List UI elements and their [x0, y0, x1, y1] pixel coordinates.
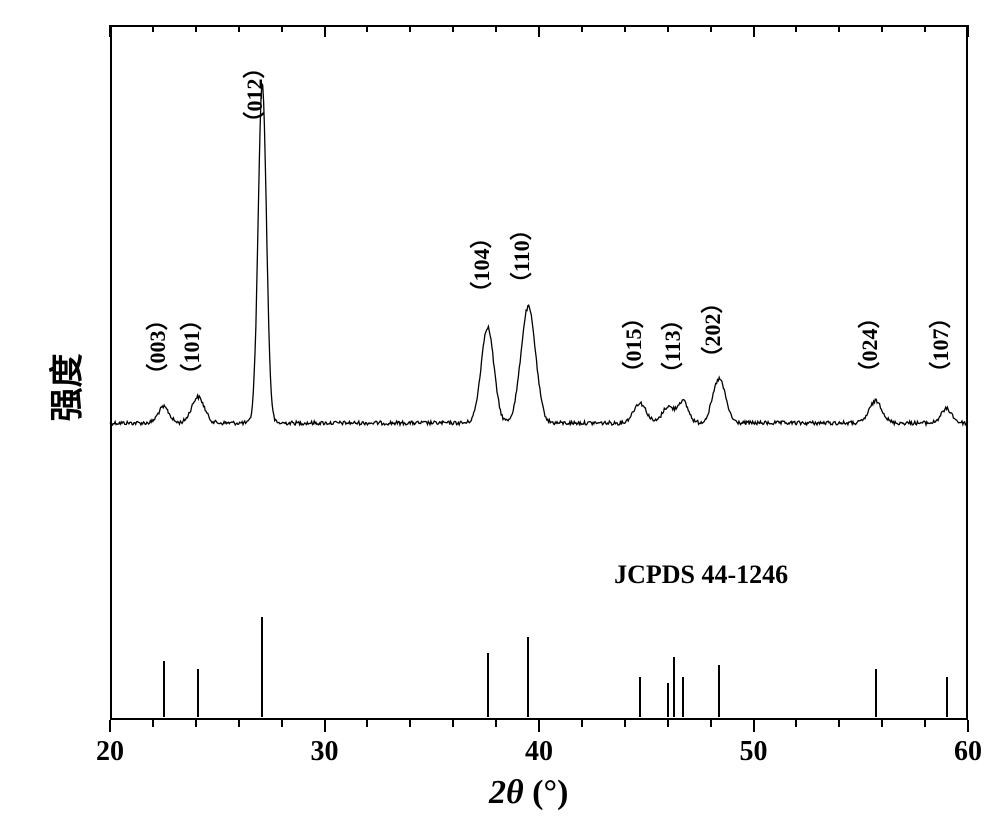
x-tick-minor-top — [795, 25, 797, 32]
peak-label: （003） — [140, 308, 172, 385]
xrd-spectrum-path — [110, 84, 968, 425]
x-tick-minor-top — [495, 25, 497, 32]
x-tick-minor-top — [452, 25, 454, 32]
x-tick-major-top — [324, 25, 326, 37]
x-tick-major — [753, 720, 755, 732]
x-tick-minor — [624, 720, 626, 727]
spectrum-line — [0, 0, 1000, 840]
reference-stick — [667, 683, 669, 717]
x-tick-minor — [838, 720, 840, 727]
x-tick-label: 30 — [311, 736, 339, 768]
x-tick-label: 40 — [525, 736, 553, 768]
x-tick-minor — [495, 720, 497, 727]
x-tick-minor — [152, 720, 154, 727]
x-tick-minor-top — [409, 25, 411, 32]
x-tick-minor — [409, 720, 411, 727]
x-tick-minor — [795, 720, 797, 727]
x-tick-minor — [452, 720, 454, 727]
x-tick-minor-top — [838, 25, 840, 32]
x-tick-minor — [366, 720, 368, 727]
x-tick-minor — [710, 720, 712, 727]
x-tick-major — [109, 720, 111, 732]
peak-label: （015） — [616, 306, 648, 383]
peak-label: （110） — [504, 218, 536, 294]
x-tick-minor-top — [366, 25, 368, 32]
peak-label: （202） — [695, 291, 727, 368]
x-tick-minor — [881, 720, 883, 727]
x-tick-minor — [238, 720, 240, 727]
reference-stick — [875, 669, 877, 717]
x-tick-minor-top — [281, 25, 283, 32]
x-tick-major — [538, 720, 540, 732]
reference-stick — [639, 677, 641, 717]
x-tick-label: 50 — [740, 736, 768, 768]
x-tick-minor-top — [152, 25, 154, 32]
x-tick-minor — [195, 720, 197, 727]
x-tick-minor-top — [581, 25, 583, 32]
peak-label: （104） — [464, 226, 496, 303]
x-tick-major-top — [109, 25, 111, 37]
peak-label: （012） — [237, 56, 269, 133]
peak-label: （101） — [174, 308, 206, 385]
reference-stick — [682, 677, 684, 717]
x-tick-major-top — [753, 25, 755, 37]
x-tick-minor-top — [624, 25, 626, 32]
x-tick-minor-top — [195, 25, 197, 32]
x-tick-major-top — [538, 25, 540, 37]
x-tick-minor-top — [667, 25, 669, 32]
x-tick-minor — [924, 720, 926, 727]
reference-stick — [527, 637, 529, 717]
reference-stick — [673, 657, 675, 717]
x-tick-major-top — [967, 25, 969, 37]
x-tick-label: 60 — [954, 736, 982, 768]
reference-stick — [487, 653, 489, 717]
x-tick-minor-top — [924, 25, 926, 32]
reference-stick — [718, 665, 720, 717]
reference-stick — [946, 677, 948, 717]
reference-label: JCPDS 44-1246 — [614, 560, 788, 590]
x-tick-minor — [281, 720, 283, 727]
peak-label: （107） — [923, 306, 955, 383]
x-tick-minor-top — [238, 25, 240, 32]
x-tick-minor-top — [710, 25, 712, 32]
x-tick-major — [324, 720, 326, 732]
xrd-chart: 强度 2θ (°) JCPDS 44-1246 2030405060（003）（… — [0, 0, 1000, 840]
x-tick-major — [967, 720, 969, 732]
peak-label: （024） — [852, 306, 884, 383]
x-tick-minor — [667, 720, 669, 727]
x-tick-label: 20 — [96, 736, 124, 768]
x-tick-minor-top — [881, 25, 883, 32]
reference-stick — [197, 669, 199, 717]
x-tick-minor — [581, 720, 583, 727]
reference-stick — [163, 661, 165, 717]
reference-stick — [261, 617, 263, 717]
peak-label: （113） — [655, 308, 687, 384]
